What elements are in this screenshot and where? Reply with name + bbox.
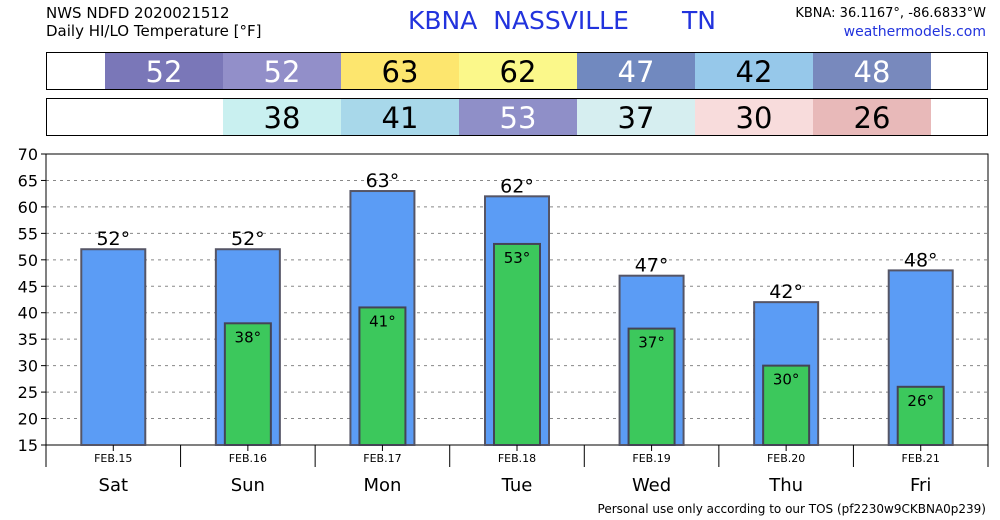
low-temp-cell: 53 bbox=[459, 99, 577, 135]
low-bar bbox=[358, 306, 407, 446]
day-label: Mon bbox=[363, 475, 401, 496]
station-label: KBNA NASSVILLE bbox=[408, 6, 629, 35]
day-label: Wed bbox=[632, 475, 671, 496]
terms-footer: Personal use only according to our TOS (… bbox=[597, 502, 986, 516]
y-tick-label: 15 bbox=[18, 436, 38, 455]
low-value-label: 37° bbox=[638, 334, 665, 352]
y-tick-label: 50 bbox=[18, 251, 38, 270]
y-tick-label: 70 bbox=[18, 145, 38, 164]
high-bar bbox=[80, 248, 147, 446]
high-temp-cell: 62 bbox=[459, 53, 577, 89]
low-bar bbox=[223, 322, 272, 446]
low-bar bbox=[896, 385, 945, 446]
y-tick-label: 45 bbox=[18, 277, 38, 296]
day-label: Tue bbox=[501, 475, 533, 496]
high-temp-cell: 52 bbox=[105, 53, 223, 89]
low-bar bbox=[627, 327, 676, 447]
low-value-label: 26° bbox=[907, 392, 934, 410]
day-label: Sat bbox=[99, 475, 129, 496]
low-temp-cell: 30 bbox=[695, 99, 813, 135]
date-label: FEB.19 bbox=[632, 452, 670, 465]
high-temp-cell: 52 bbox=[223, 53, 341, 89]
low-value-label: 41° bbox=[369, 312, 396, 330]
low-temp-cell: 37 bbox=[577, 99, 695, 135]
station-coordinates: KBNA: 36.1167°, -86.6833°W bbox=[795, 6, 986, 21]
low-temp-cell: 38 bbox=[223, 99, 341, 135]
high-value-label: 42° bbox=[769, 281, 803, 303]
low-temp-strip: 38 41 53 37 30 26 bbox=[46, 98, 988, 136]
state-label: TN bbox=[682, 6, 716, 35]
y-tick-label: 30 bbox=[18, 357, 38, 376]
high-value-label: 62° bbox=[500, 175, 534, 197]
low-bar bbox=[493, 242, 541, 446]
high-value-label: 47° bbox=[635, 255, 669, 277]
date-label: FEB.17 bbox=[363, 452, 401, 465]
high-temp-cell: 42 bbox=[695, 53, 813, 89]
site-link[interactable]: weathermodels.com bbox=[843, 24, 986, 40]
product-subtitle: Daily HI/LO Temperature [°F] bbox=[46, 22, 262, 40]
low-temp-cell: 26 bbox=[813, 99, 931, 135]
high-temp-cell: 47 bbox=[577, 53, 695, 89]
day-label: Sun bbox=[231, 475, 265, 496]
date-label: FEB.18 bbox=[498, 452, 536, 465]
high-temp-cell: 63 bbox=[341, 53, 459, 89]
product-title: NWS NDFD 2020021512 bbox=[46, 4, 230, 22]
y-tick-label: 55 bbox=[18, 224, 38, 243]
date-label: FEB.21 bbox=[902, 452, 940, 465]
y-tick-label: 20 bbox=[18, 410, 38, 429]
low-temp-cell: 41 bbox=[341, 99, 459, 135]
high-temp-cell: 48 bbox=[813, 53, 931, 89]
date-label: FEB.16 bbox=[229, 452, 267, 465]
day-label: Fri bbox=[910, 475, 931, 496]
y-tick-label: 25 bbox=[18, 383, 38, 402]
y-tick-label: 60 bbox=[18, 198, 38, 217]
low-value-label: 30° bbox=[773, 371, 800, 389]
high-value-label: 52° bbox=[96, 228, 130, 250]
station-name: KBNA NASSVILLE TN bbox=[408, 6, 716, 35]
high-value-label: 48° bbox=[904, 249, 938, 271]
y-tick-label: 40 bbox=[18, 304, 38, 323]
y-tick-label: 65 bbox=[18, 171, 38, 190]
low-value-label: 53° bbox=[504, 249, 531, 267]
date-label: FEB.20 bbox=[767, 452, 805, 465]
low-value-label: 38° bbox=[235, 328, 262, 346]
day-label: Thu bbox=[768, 475, 803, 496]
y-tick-label: 35 bbox=[18, 330, 38, 349]
high-value-label: 52° bbox=[231, 228, 265, 250]
high-value-label: 63° bbox=[366, 170, 400, 192]
date-label: FEB.15 bbox=[94, 452, 132, 465]
high-temp-strip: 52 52 63 62 47 42 48 bbox=[46, 52, 988, 90]
